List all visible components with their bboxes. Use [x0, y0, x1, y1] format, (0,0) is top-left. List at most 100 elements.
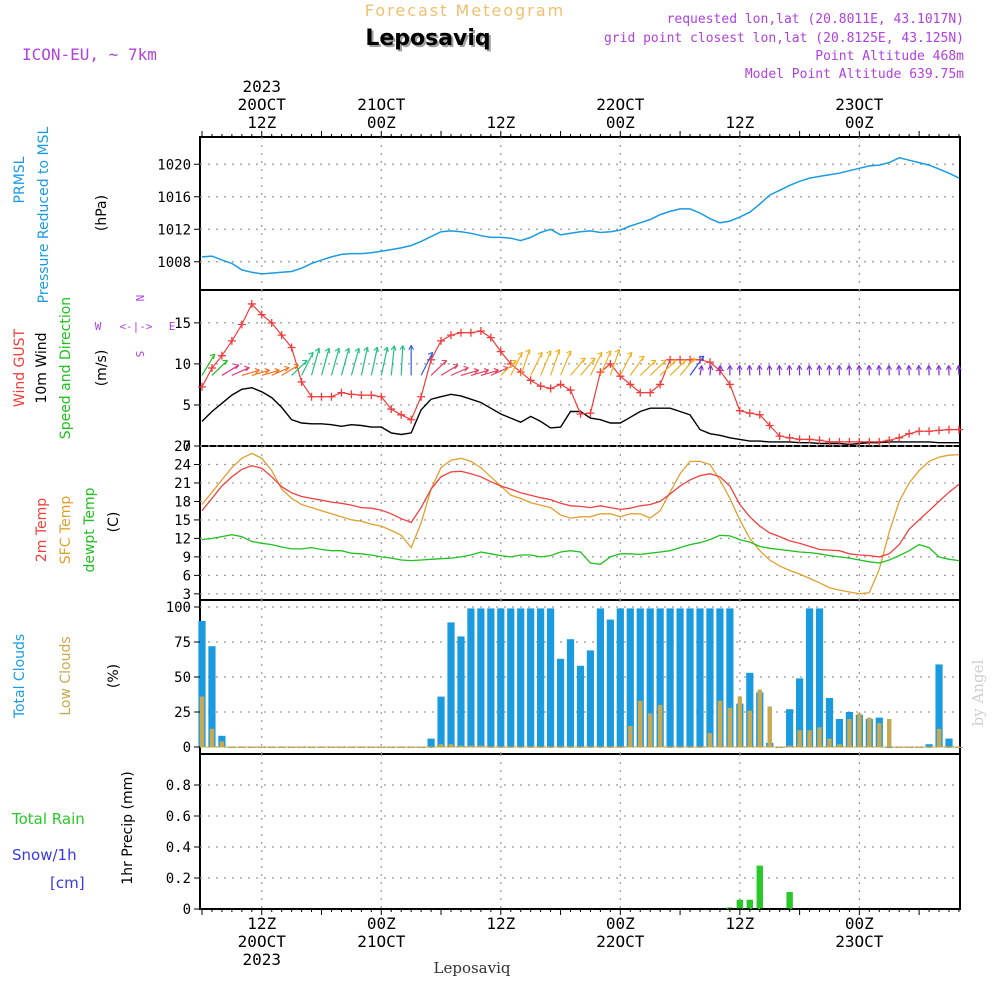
- temp-unit: (C): [106, 512, 122, 533]
- y-tick-label: 1020: [157, 157, 191, 173]
- wind-arrow-head: [786, 365, 793, 371]
- gust-marker: [476, 327, 485, 336]
- wind-arrow-head: [866, 365, 872, 371]
- wind-arrow-head: [650, 359, 657, 365]
- total-cloud-bar: [208, 646, 216, 747]
- wind-arrow-head: [390, 345, 397, 351]
- wind-direction-arrow: [221, 364, 240, 376]
- gust-marker: [835, 437, 844, 446]
- wind-direction-arrow: [360, 347, 369, 376]
- wind-direction-arrow: [520, 349, 531, 376]
- credit-watermark: by Angel: [969, 659, 987, 726]
- top-time-label: 00Z: [367, 113, 396, 132]
- top-time-label: 21OCT: [357, 95, 406, 114]
- bottom-time-label: 12Z: [486, 914, 515, 933]
- wind-direction-arrow: [231, 367, 250, 376]
- wind-arrow-head: [363, 346, 369, 353]
- wind10-title: 10m Wind: [34, 332, 50, 403]
- gust-marker: [785, 433, 794, 442]
- y-tick-label: 50: [174, 670, 191, 686]
- wind-direction-arrow: [251, 369, 270, 376]
- wind-arrow-head: [605, 350, 612, 356]
- gust-marker: [217, 351, 226, 360]
- wind-direction-arrow: [201, 353, 216, 376]
- total-cloud-bar: [427, 738, 435, 747]
- total-rain-title: Total Rain: [11, 810, 85, 828]
- total-cloud-bar: [198, 621, 206, 747]
- wind-arrow-head: [680, 359, 687, 365]
- gust-marker: [556, 380, 565, 389]
- gust-marker: [427, 355, 436, 364]
- low-cloud-bar: [787, 745, 792, 747]
- wind-direction-arrow: [510, 352, 523, 376]
- wind-direction-arrow: [550, 349, 561, 376]
- total-cloud-bar: [815, 608, 824, 747]
- wind-arrow-head: [334, 347, 340, 354]
- gust-marker: [327, 392, 336, 401]
- gust-marker: [297, 377, 306, 386]
- total-cloud-bar: [935, 664, 943, 747]
- wind-direction-arrow: [440, 364, 459, 376]
- low-cloud-bar: [807, 730, 812, 747]
- wind-direction-arrow: [281, 364, 299, 376]
- pressure-unit: (hPa): [94, 195, 110, 231]
- gust-marker: [765, 421, 774, 430]
- compass-n: N: [133, 295, 146, 302]
- gust-title: Wind GUST: [12, 328, 28, 407]
- y-tick-label: 0.8: [166, 778, 191, 794]
- wind-direction-arrow: [699, 365, 703, 376]
- y-tick-label: 15: [174, 316, 191, 332]
- grid-point-coords: grid point closest lon,lat (20.8125E, 43…: [604, 31, 964, 46]
- wind-direction-arrow: [450, 367, 469, 376]
- requested-coords: requested lon,lat (20.8011E, 43.1017N): [667, 12, 964, 27]
- wind-direction-arrow: [430, 359, 448, 376]
- total-cloud-bar: [676, 608, 684, 747]
- bottom-time-label: 20OCT: [238, 932, 287, 951]
- low-clouds-title: Low Clouds: [58, 636, 74, 715]
- y-tick-label: 27: [174, 439, 191, 455]
- top-time-label: 22OCT: [596, 95, 645, 114]
- low-cloud-bar: [717, 700, 723, 747]
- gust-marker: [456, 328, 465, 337]
- wind-direction-arrow: [570, 357, 586, 376]
- gust-marker: [307, 392, 316, 401]
- wind-arrow-head: [816, 365, 823, 371]
- wind-arrow-head: [344, 347, 350, 354]
- wind-direction-arrow: [709, 365, 712, 376]
- wind-arrow-head: [627, 351, 633, 358]
- wind-direction-arrow: [540, 350, 552, 376]
- total-cloud-bar: [576, 665, 585, 747]
- bottom-time-label: 00Z: [606, 914, 635, 933]
- y-tick-label: 0: [183, 740, 191, 756]
- low-cloud-bar: [887, 719, 892, 747]
- y-tick-label: 0.4: [166, 840, 191, 856]
- bottom-time-label: 21OCT: [357, 932, 406, 951]
- temp2m-line: [201, 465, 960, 558]
- wind-direction-arrow: [580, 357, 596, 376]
- gust-marker: [387, 405, 396, 414]
- total-cloud-bar: [487, 608, 495, 747]
- wind-arrow-head: [373, 346, 379, 353]
- y-tick-label: 0: [183, 439, 191, 455]
- y-tick-label: 100: [166, 600, 191, 616]
- wind-arrow-head: [698, 355, 705, 361]
- y-tick-label: 1016: [157, 190, 191, 206]
- wind-arrow-head: [846, 365, 853, 371]
- wind-arrow-head: [707, 365, 714, 371]
- low-cloud-bar: [648, 713, 653, 747]
- y-tick-label: 0.6: [166, 809, 191, 825]
- wind-arrow-head: [511, 359, 517, 365]
- wind-direction-arrow: [400, 345, 404, 376]
- gust-marker: [247, 299, 256, 308]
- gust-marker: [775, 432, 784, 441]
- total-cloud-bar: [686, 608, 694, 747]
- pressure-panel-titles: PRMSL Pressure Reduced to MSL (hPa): [12, 126, 110, 303]
- chart-marks: [198, 157, 963, 910]
- wind-arrow-head: [517, 351, 523, 358]
- wind-arrow-head: [836, 365, 843, 371]
- gust-marker: [616, 372, 625, 381]
- location-title-shadow: Leposaviq: [367, 28, 492, 53]
- gust-marker: [397, 410, 406, 419]
- gust-marker: [496, 347, 505, 356]
- low-cloud-bar: [638, 700, 643, 747]
